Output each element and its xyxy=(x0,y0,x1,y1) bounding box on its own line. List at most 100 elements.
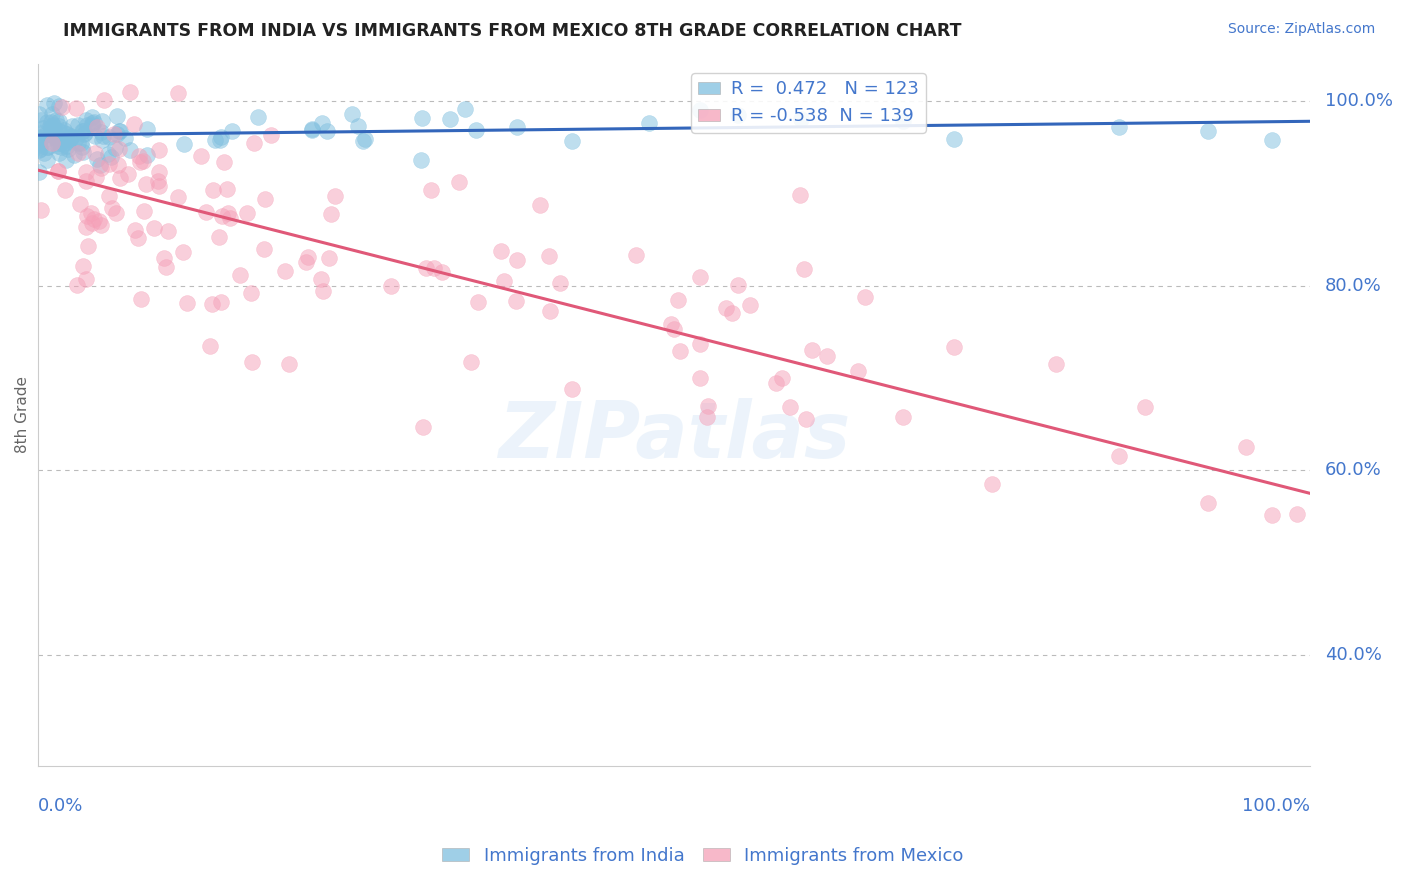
Point xyxy=(492,274,515,288)
Point xyxy=(172,245,194,260)
Point xyxy=(135,177,157,191)
Point xyxy=(30,203,52,218)
Point xyxy=(218,211,240,226)
Point xyxy=(46,164,69,178)
Point xyxy=(789,188,811,202)
Point xyxy=(415,260,437,275)
Point xyxy=(449,175,471,189)
Point xyxy=(35,153,58,168)
Point xyxy=(42,118,65,132)
Point xyxy=(212,155,235,169)
Point xyxy=(696,410,718,425)
Point xyxy=(72,124,94,138)
Point xyxy=(72,145,94,160)
Point xyxy=(73,126,96,140)
Point xyxy=(853,290,876,304)
Point xyxy=(689,269,711,284)
Point xyxy=(1133,400,1156,414)
Point xyxy=(208,229,231,244)
Point xyxy=(58,142,80,156)
Point xyxy=(30,131,52,145)
Point xyxy=(247,110,270,124)
Point xyxy=(44,130,66,145)
Point xyxy=(156,224,179,238)
Point xyxy=(319,207,342,221)
Point xyxy=(45,132,67,146)
Point xyxy=(460,355,482,369)
Point xyxy=(55,133,77,147)
Point xyxy=(412,419,434,434)
Point xyxy=(794,412,817,426)
Point xyxy=(260,128,283,142)
Point xyxy=(561,382,583,396)
Point xyxy=(39,114,62,128)
Point xyxy=(765,376,787,390)
Point xyxy=(301,122,323,136)
Point xyxy=(229,268,252,282)
Text: 100.0%: 100.0% xyxy=(1241,797,1310,815)
Point xyxy=(148,165,170,179)
Point xyxy=(48,145,70,160)
Point xyxy=(135,148,157,162)
Point xyxy=(46,138,69,153)
Point xyxy=(815,349,838,363)
Point xyxy=(312,285,335,299)
Point xyxy=(28,140,51,154)
Point xyxy=(49,140,72,154)
Point xyxy=(65,101,87,115)
Point xyxy=(65,131,87,145)
Point xyxy=(59,129,82,144)
Point xyxy=(217,205,239,219)
Point xyxy=(666,293,689,308)
Point xyxy=(108,124,131,138)
Point xyxy=(662,322,685,336)
Point xyxy=(120,143,142,157)
Point xyxy=(240,285,263,300)
Point xyxy=(467,294,489,309)
Point xyxy=(108,142,131,156)
Point xyxy=(76,210,98,224)
Point xyxy=(120,85,142,99)
Point xyxy=(981,476,1004,491)
Point xyxy=(66,145,89,160)
Point xyxy=(309,272,332,286)
Point xyxy=(669,343,692,358)
Point xyxy=(98,157,121,171)
Point xyxy=(128,149,150,163)
Point xyxy=(243,136,266,150)
Text: ZIPatlas: ZIPatlas xyxy=(498,398,851,474)
Text: 60.0%: 60.0% xyxy=(1326,461,1382,479)
Point xyxy=(60,119,83,133)
Point xyxy=(198,339,221,353)
Point xyxy=(72,124,94,138)
Point xyxy=(721,305,744,319)
Point xyxy=(89,158,111,172)
Text: 100.0%: 100.0% xyxy=(1326,92,1393,110)
Point xyxy=(100,150,122,164)
Point xyxy=(689,337,711,351)
Text: 0.0%: 0.0% xyxy=(38,797,84,815)
Point xyxy=(166,190,188,204)
Point xyxy=(86,120,108,135)
Point xyxy=(790,112,813,127)
Point xyxy=(48,114,70,128)
Point xyxy=(46,136,69,151)
Point xyxy=(297,250,319,264)
Point xyxy=(1045,357,1067,371)
Point xyxy=(419,183,441,197)
Point xyxy=(84,128,107,143)
Point xyxy=(195,205,218,219)
Point xyxy=(1234,440,1257,454)
Point xyxy=(714,301,737,315)
Point xyxy=(697,399,720,413)
Point xyxy=(66,278,89,293)
Point xyxy=(90,125,112,139)
Point xyxy=(155,260,177,274)
Point xyxy=(221,124,243,138)
Point xyxy=(82,116,104,130)
Point xyxy=(41,128,63,143)
Point xyxy=(1197,496,1219,510)
Legend: R =  0.472   N = 123, R = -0.538  N = 139: R = 0.472 N = 123, R = -0.538 N = 139 xyxy=(690,73,925,133)
Point xyxy=(51,100,73,114)
Point xyxy=(80,111,103,125)
